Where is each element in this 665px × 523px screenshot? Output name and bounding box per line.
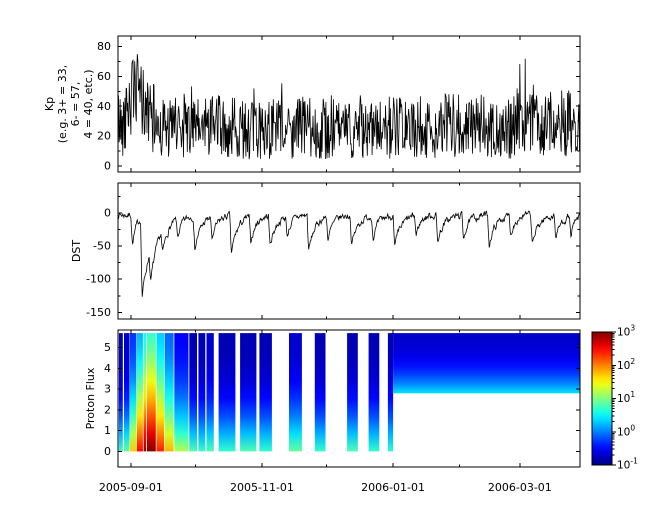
kp-ytick-label: 0 [104,160,111,173]
proton-flux-band [146,333,156,452]
proton-flux-band [118,333,123,452]
proton-flux-ytick-label: 1 [104,424,111,437]
colorbar-gradient [592,332,612,465]
proton-flux-ytick-label: 2 [104,403,111,416]
proton-flux-ylabel: Proton Flux [84,367,97,429]
dst-ytick-label: 0 [104,206,111,219]
proton-flux-panel-frame [117,329,581,468]
kp-ylabel: (e.g. 3+ = 33, [56,65,69,143]
x-tick-label: 2005-09-01 [99,481,163,494]
x-tick-label: 2006-03-01 [488,481,552,494]
proton-flux-band [347,333,358,452]
proton-flux-band [189,333,197,452]
kp-panel: 0 20 40 60 80 Kp (e.g. 3+ = 33, 6- = 57, 4 = 40,… [43,35,581,173]
dst-ytick-label: -100 [86,273,111,286]
kp-ytick-label: 40 [97,100,111,113]
dst-ytick-label: -150 [86,306,111,319]
proton-flux-band [289,333,302,452]
colorbar-tick-label: 10-1 [617,457,638,472]
proton-flux-band [136,333,143,452]
dst-panel-frame [117,182,581,320]
colorbar-tick-label: 100 [617,423,635,438]
proton-flux-ytick-label: 3 [104,383,111,396]
dst-panel-background [118,183,580,319]
dst-ytick-label: -50 [93,240,111,253]
proton-flux-band [368,333,380,452]
colorbar-tick-label: 102 [617,357,635,372]
kp-panel-frame [117,35,581,173]
dst-ylabel: DST [70,240,83,262]
colorbar-tick-label: 101 [617,390,635,405]
colorbar: 103 102 101 100 10-1 [591,324,638,472]
kp-ylabel: 6- = 57, [69,82,82,127]
proton-flux-band [124,333,130,452]
kp-ytick-label: 20 [97,130,111,143]
kp-series-line [118,54,580,160]
proton-flux-band [387,333,394,452]
kp-ytick-label: 60 [97,70,111,83]
proton-flux-panel: 0 1 2 3 4 5 Proton Flux 2005-09-01 2005-11-01 200… [84,329,581,494]
dst-series-line [118,210,580,297]
kp-ytick-label: 80 [97,40,111,53]
proton-flux-band [156,333,164,452]
proton-flux-band [143,333,146,452]
kp-ylabel: Kp [43,97,56,111]
x-tick-label: 2005-11-01 [230,481,294,494]
proton-flux-ytick-label: 5 [104,341,111,354]
kp-ylabel: 4 = 40, etc.) [82,69,95,138]
proton-flux-band [259,333,272,452]
proton-flux-band [206,333,214,452]
proton-flux-band [393,333,580,394]
proton-flux-band [174,333,189,452]
proton-flux-band [164,333,174,452]
proton-flux-ytick-label: 0 [104,445,111,458]
proton-flux-band [198,333,206,452]
colorbar-tick-label: 103 [617,324,635,339]
proton-flux-band [218,333,236,452]
proton-flux-band [240,333,257,452]
x-tick-label: 2006-01-01 [361,481,425,494]
proton-flux-band [314,333,326,452]
dst-panel: 0 -50 -100 -150 DST [70,182,581,320]
proton-flux-ytick-label: 4 [104,362,111,375]
proton-flux-band [130,333,137,452]
